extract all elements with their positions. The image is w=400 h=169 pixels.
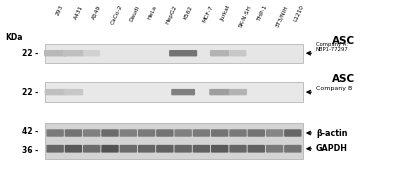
FancyBboxPatch shape	[101, 145, 119, 153]
FancyBboxPatch shape	[230, 50, 246, 56]
FancyBboxPatch shape	[64, 89, 83, 95]
Bar	[45, 123, 303, 159]
FancyBboxPatch shape	[101, 129, 119, 137]
Text: HepG2: HepG2	[165, 4, 178, 25]
Text: Company A:
NBP1-77297: Company A: NBP1-77297	[316, 42, 349, 52]
Text: β-actin: β-actin	[316, 128, 348, 138]
FancyBboxPatch shape	[174, 129, 192, 137]
Text: MCF-7: MCF-7	[202, 4, 214, 23]
Text: ASC: ASC	[332, 74, 356, 84]
FancyBboxPatch shape	[65, 145, 82, 153]
FancyBboxPatch shape	[156, 129, 174, 137]
Text: SK-N-SH: SK-N-SH	[238, 4, 253, 28]
FancyBboxPatch shape	[156, 145, 174, 153]
FancyBboxPatch shape	[169, 50, 197, 56]
Text: L1210: L1210	[293, 4, 305, 23]
FancyBboxPatch shape	[266, 129, 283, 137]
Text: CaCo-2: CaCo-2	[110, 4, 124, 26]
FancyBboxPatch shape	[229, 89, 247, 95]
FancyBboxPatch shape	[284, 129, 302, 137]
FancyBboxPatch shape	[120, 129, 137, 137]
Bar	[45, 82, 303, 102]
FancyBboxPatch shape	[46, 129, 64, 137]
FancyBboxPatch shape	[63, 50, 84, 56]
Text: 293: 293	[55, 4, 64, 17]
FancyBboxPatch shape	[210, 50, 230, 56]
Text: K562: K562	[183, 4, 194, 20]
Text: KDa: KDa	[5, 33, 22, 42]
Text: 3T3/NIH: 3T3/NIH	[274, 4, 289, 28]
FancyBboxPatch shape	[45, 89, 66, 95]
FancyBboxPatch shape	[44, 50, 66, 56]
FancyBboxPatch shape	[174, 145, 192, 153]
FancyBboxPatch shape	[209, 89, 230, 95]
FancyBboxPatch shape	[171, 89, 195, 95]
Text: Daudi: Daudi	[128, 4, 140, 22]
FancyBboxPatch shape	[120, 145, 137, 153]
Text: A431: A431	[74, 4, 84, 20]
Text: 42 -: 42 -	[22, 127, 38, 136]
Text: ASC: ASC	[332, 35, 356, 46]
FancyBboxPatch shape	[138, 129, 155, 137]
Text: 22 -: 22 -	[22, 49, 38, 58]
Text: HeLa: HeLa	[146, 4, 158, 20]
FancyBboxPatch shape	[46, 145, 64, 153]
Text: 36 -: 36 -	[22, 146, 38, 155]
Bar	[45, 43, 303, 63]
FancyBboxPatch shape	[266, 145, 283, 153]
FancyBboxPatch shape	[193, 129, 210, 137]
FancyBboxPatch shape	[193, 145, 210, 153]
FancyBboxPatch shape	[211, 145, 228, 153]
Text: THP-1: THP-1	[256, 4, 268, 22]
FancyBboxPatch shape	[248, 129, 265, 137]
Text: A549: A549	[92, 4, 103, 20]
FancyBboxPatch shape	[229, 145, 247, 153]
Text: 22 -: 22 -	[22, 88, 38, 97]
Text: GAPDH: GAPDH	[316, 144, 348, 153]
FancyBboxPatch shape	[211, 129, 228, 137]
Text: Jurkat: Jurkat	[220, 4, 232, 22]
FancyBboxPatch shape	[83, 129, 100, 137]
FancyBboxPatch shape	[284, 145, 302, 153]
FancyBboxPatch shape	[83, 50, 100, 56]
FancyBboxPatch shape	[83, 145, 100, 153]
FancyBboxPatch shape	[138, 145, 155, 153]
FancyBboxPatch shape	[248, 145, 265, 153]
FancyBboxPatch shape	[229, 129, 247, 137]
FancyBboxPatch shape	[65, 129, 82, 137]
Text: Company B: Company B	[316, 86, 352, 91]
